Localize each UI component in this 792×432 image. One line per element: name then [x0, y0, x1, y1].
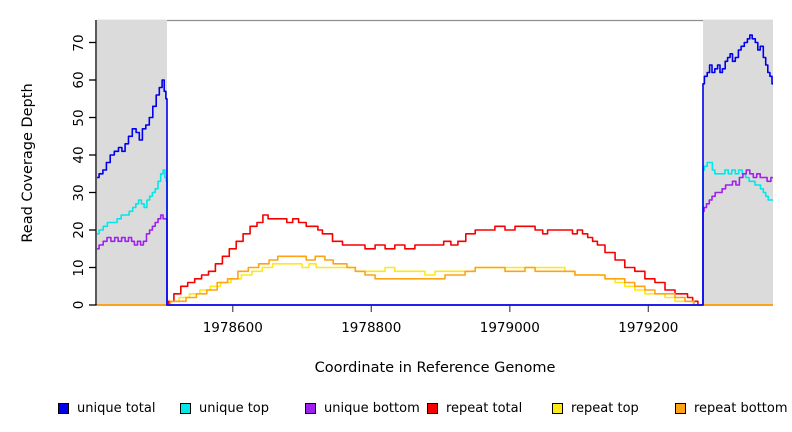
- y-tick-label: 50: [71, 108, 87, 127]
- y-tick-label: 40: [71, 146, 87, 164]
- y-axis-title: Read Coverage Depth: [20, 83, 36, 243]
- x-tick-label: 1979000: [479, 320, 540, 336]
- series-line-unique-bottom: [97, 169, 773, 306]
- series-line-repeat-total: [97, 214, 773, 306]
- y-tick-label: 10: [71, 258, 87, 277]
- series-line-repeat-bottom: [97, 255, 773, 306]
- y-tick-label: 20: [71, 221, 87, 239]
- x-tick-label: 1978600: [202, 320, 263, 336]
- y-tick-label: 30: [71, 183, 87, 202]
- x-axis-title: Coordinate in Reference Genome: [314, 360, 556, 376]
- shaded-region-right: [703, 20, 773, 305]
- x-tick-label: 1978800: [341, 320, 402, 336]
- y-tick-label: 0: [71, 300, 87, 310]
- series-line-repeat-top: [97, 263, 773, 306]
- y-tick-label: 60: [71, 71, 87, 89]
- series-line-unique-top: [97, 161, 773, 306]
- series-line-unique-total: [97, 34, 773, 306]
- y-tick-label: 70: [71, 33, 87, 52]
- x-tick-label: 1979200: [618, 320, 679, 336]
